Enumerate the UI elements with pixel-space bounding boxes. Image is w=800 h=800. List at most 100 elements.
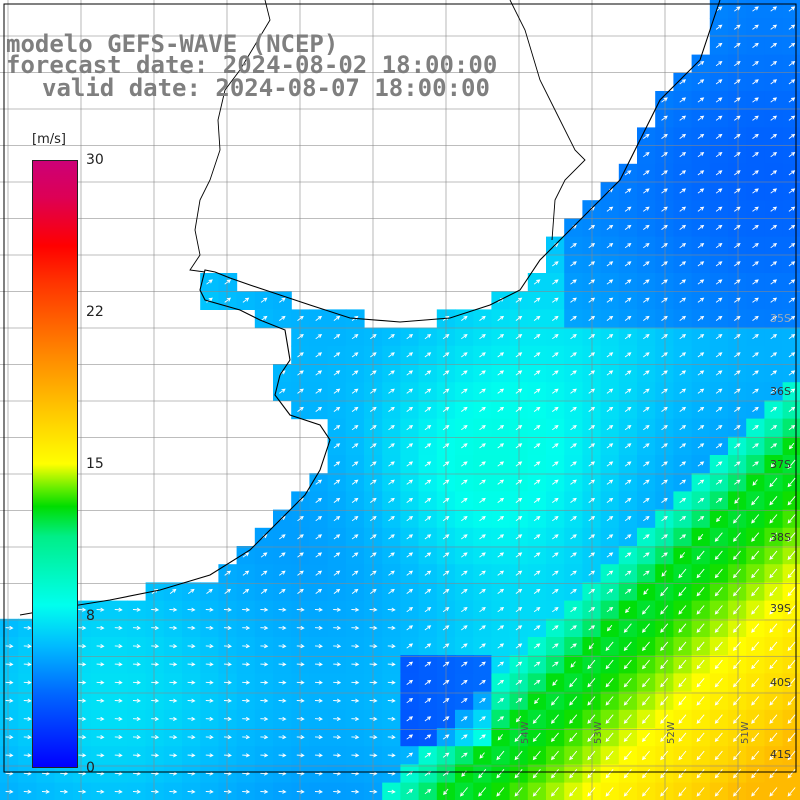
wind-arrow (369, 625, 378, 631)
wind-arrow (569, 696, 578, 706)
wind-arrow (388, 570, 395, 576)
wind-arrow (661, 206, 668, 212)
wind-arrow (297, 352, 304, 358)
wind-arrow (734, 297, 741, 303)
wind-arrow (714, 641, 723, 652)
wind-arrow (114, 753, 123, 758)
wind-arrow (461, 406, 468, 412)
wind-arrow (333, 607, 342, 612)
wind-arrow (624, 461, 632, 467)
wind-arrow (715, 425, 723, 431)
wind-arrow (187, 680, 196, 685)
wind-arrow (23, 753, 32, 758)
wind-arrow (461, 679, 468, 685)
wind-arrow (696, 750, 705, 761)
wind-arrow (788, 170, 796, 176)
wind-arrow (788, 24, 796, 30)
wind-arrow (606, 607, 614, 613)
wind-arrow (532, 732, 541, 743)
wind-arrow (223, 662, 232, 667)
wind-arrow (278, 625, 287, 631)
wind-arrow (623, 769, 632, 779)
wind-arrow (296, 644, 305, 649)
wind-arrow (514, 769, 523, 779)
wind-arrow (5, 644, 14, 649)
wind-arrow (461, 734, 468, 740)
wind-arrow (624, 443, 632, 449)
wind-arrow (424, 661, 432, 667)
wind-arrow (496, 769, 505, 779)
wind-arrow (242, 735, 251, 740)
wind-arrow (41, 789, 50, 794)
wind-arrow (788, 279, 796, 285)
wind-arrow (461, 698, 468, 704)
wind-arrow (461, 570, 468, 576)
wind-arrow (569, 769, 578, 779)
wind-arrow (770, 315, 778, 321)
wind-arrow (552, 607, 559, 613)
wind-arrow (151, 680, 160, 685)
wind-arrow (224, 279, 232, 285)
wind-arrow (370, 534, 377, 540)
wind-arrow (114, 735, 123, 740)
wind-arrow (496, 750, 505, 761)
wind-arrow (697, 443, 705, 449)
wind-arrow (314, 625, 323, 631)
wind-arrow (552, 261, 559, 267)
wind-arrow (716, 515, 722, 523)
wind-arrow (679, 334, 687, 340)
wind-arrow (151, 789, 160, 794)
wind-arrow (588, 279, 596, 285)
wind-arrow (734, 42, 741, 48)
wind-arrow (734, 315, 741, 321)
wind-arrow (461, 552, 468, 558)
wind-arrow (752, 61, 759, 67)
wind-arrow (660, 678, 669, 688)
wind-arrow (623, 696, 632, 706)
wind-arrow (278, 789, 287, 794)
wind-arrow (734, 188, 741, 194)
wind-arrow (570, 406, 577, 412)
wind-arrow (369, 698, 378, 703)
wind-arrow (605, 769, 614, 779)
wind-arrow (479, 497, 486, 503)
colorbar-tick-30: 30 (86, 152, 104, 168)
wind-arrow (734, 261, 741, 267)
wind-arrow (479, 388, 486, 394)
wind-arrow (770, 406, 778, 412)
wind-arrow (769, 659, 778, 670)
wind-arrow (643, 206, 650, 212)
wind-arrow (641, 641, 650, 652)
wind-arrow (351, 625, 360, 631)
wind-arrow (96, 625, 105, 631)
wind-arrow (752, 352, 759, 358)
wind-arrow (96, 662, 105, 667)
wind-arrow (406, 643, 414, 649)
wind-arrow (388, 425, 395, 431)
wind-arrow (461, 461, 468, 467)
wind-arrow (606, 224, 614, 230)
wind-arrow (387, 607, 396, 612)
wind-arrow (297, 588, 304, 594)
wind-arrow (679, 388, 687, 394)
wind-arrow (515, 534, 523, 540)
wind-arrow (479, 552, 486, 558)
wind-arrow (151, 607, 160, 612)
wind-arrow (351, 443, 359, 449)
wind-arrow (679, 133, 687, 139)
wind-arrow (278, 680, 287, 685)
wind-arrow (697, 188, 705, 194)
wind-arrow (406, 406, 414, 412)
wind-arrow (569, 678, 578, 688)
wind-arrow (370, 370, 377, 376)
wind-arrow (752, 79, 759, 85)
wind-arrow (442, 698, 450, 704)
wind-arrow (351, 753, 360, 758)
wind-arrow (479, 679, 486, 685)
wind-arrow (461, 607, 468, 613)
wind-arrow (588, 352, 596, 358)
wind-arrow (624, 388, 632, 394)
wind-arrow (661, 388, 668, 394)
wind-arrow (714, 696, 723, 706)
wind-arrow (715, 370, 723, 376)
